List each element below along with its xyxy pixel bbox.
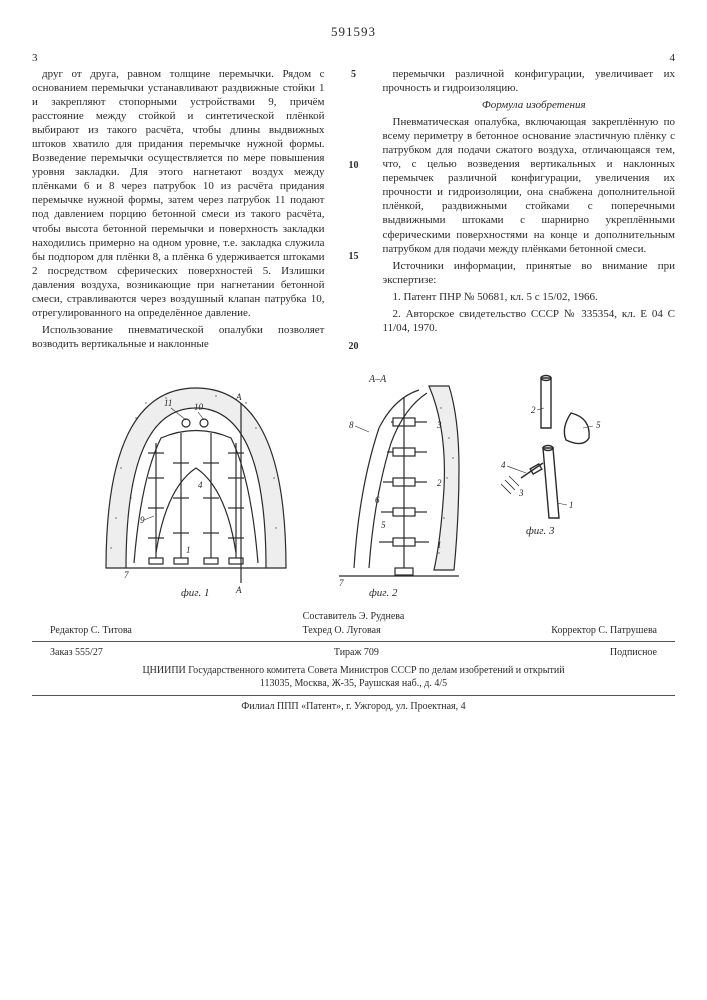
fig3-label: фиг. 3 (526, 525, 555, 537)
sub: Подписное (610, 646, 657, 660)
editor: Редактор С. Титова (50, 624, 132, 638)
svg-text:5: 5 (596, 420, 601, 430)
order: Заказ 555/27 (50, 646, 103, 660)
left-column: друг от друга, равном толщине перемычки.… (32, 67, 325, 355)
claim-text: Пневматическая опалубка, включающая закр… (383, 115, 676, 256)
source-1: 1. Патент ПНР № 50681, кл. 5 с 15/02, 19… (383, 290, 676, 304)
ln-5: 5 (347, 69, 361, 82)
svg-text:7: 7 (339, 578, 344, 588)
source-2: 2. Авторское свидетельство СССР № 335354… (383, 307, 676, 335)
right-column: перемычки различной конфигурации, увелич… (383, 67, 676, 355)
fig1-label: фиг. 1 (181, 587, 209, 598)
ln-15: 15 (347, 251, 361, 264)
ln-20: 20 (347, 341, 361, 354)
svg-text:7: 7 (124, 570, 129, 580)
svg-text:2: 2 (437, 478, 442, 488)
svg-text:6: 6 (375, 495, 380, 505)
tech: Техред О. Луговая (303, 624, 381, 638)
document-number: 591593 (32, 24, 675, 41)
addr2: Филиал ППП «Патент», г. Ужгород, ул. Про… (32, 700, 675, 714)
compiler: Составитель Э. Руднева (32, 610, 675, 624)
figure-3: 5 4 3 1 2 фиг. 3 (471, 368, 621, 538)
tir: Тираж 709 (334, 646, 379, 660)
text-columns: друг от друга, равном толщине перемычки.… (32, 67, 675, 355)
claim-title: Формула изобретения (383, 98, 676, 112)
svg-text:5: 5 (381, 520, 386, 530)
svg-text:1: 1 (437, 540, 442, 550)
sources-head: Источники информации, принятые во вниман… (383, 259, 676, 287)
figure-1: A A 11 10 4 9 1 7 фиг. 1 (86, 368, 306, 598)
svg-text:4: 4 (501, 460, 506, 470)
corr: Корректор С. Патрушева (551, 624, 657, 638)
addr1: 113035, Москва, Ж-35, Раушская наб., д. … (32, 677, 675, 691)
left-para-1: друг от друга, равном толщине перемычки.… (32, 67, 325, 320)
svg-text:A: A (235, 392, 242, 402)
svg-text:3: 3 (436, 420, 442, 430)
svg-text:11: 11 (164, 398, 172, 408)
svg-text:8: 8 (349, 420, 354, 430)
footer: Составитель Э. Руднева Редактор С. Титов… (32, 610, 675, 713)
fig2-label: фиг. 2 (369, 587, 398, 598)
svg-text:3: 3 (518, 488, 524, 498)
ln-10: 10 (347, 160, 361, 173)
svg-text:10: 10 (194, 402, 204, 412)
page-left: 3 (32, 51, 38, 65)
figure-2: A–A 8 3 (309, 368, 469, 598)
figures: A A 11 10 4 9 1 7 фиг. 1 A–A (32, 368, 675, 598)
org: ЦНИИПИ Государственного комитета Совета … (32, 664, 675, 678)
svg-text:1: 1 (186, 545, 191, 555)
left-para-2: Использование пневматической опалубки по… (32, 323, 325, 351)
page-right: 4 (670, 51, 676, 65)
svg-text:1: 1 (569, 500, 574, 510)
svg-text:A–A: A–A (368, 374, 387, 385)
svg-text:A: A (235, 585, 242, 595)
svg-text:4: 4 (198, 480, 203, 490)
svg-text:2: 2 (531, 405, 536, 415)
page-header: 3 4 (32, 51, 675, 65)
line-numbers: 5 10 15 20 (347, 67, 361, 355)
right-intro: перемычки различной конфигурации, увелич… (383, 67, 676, 95)
